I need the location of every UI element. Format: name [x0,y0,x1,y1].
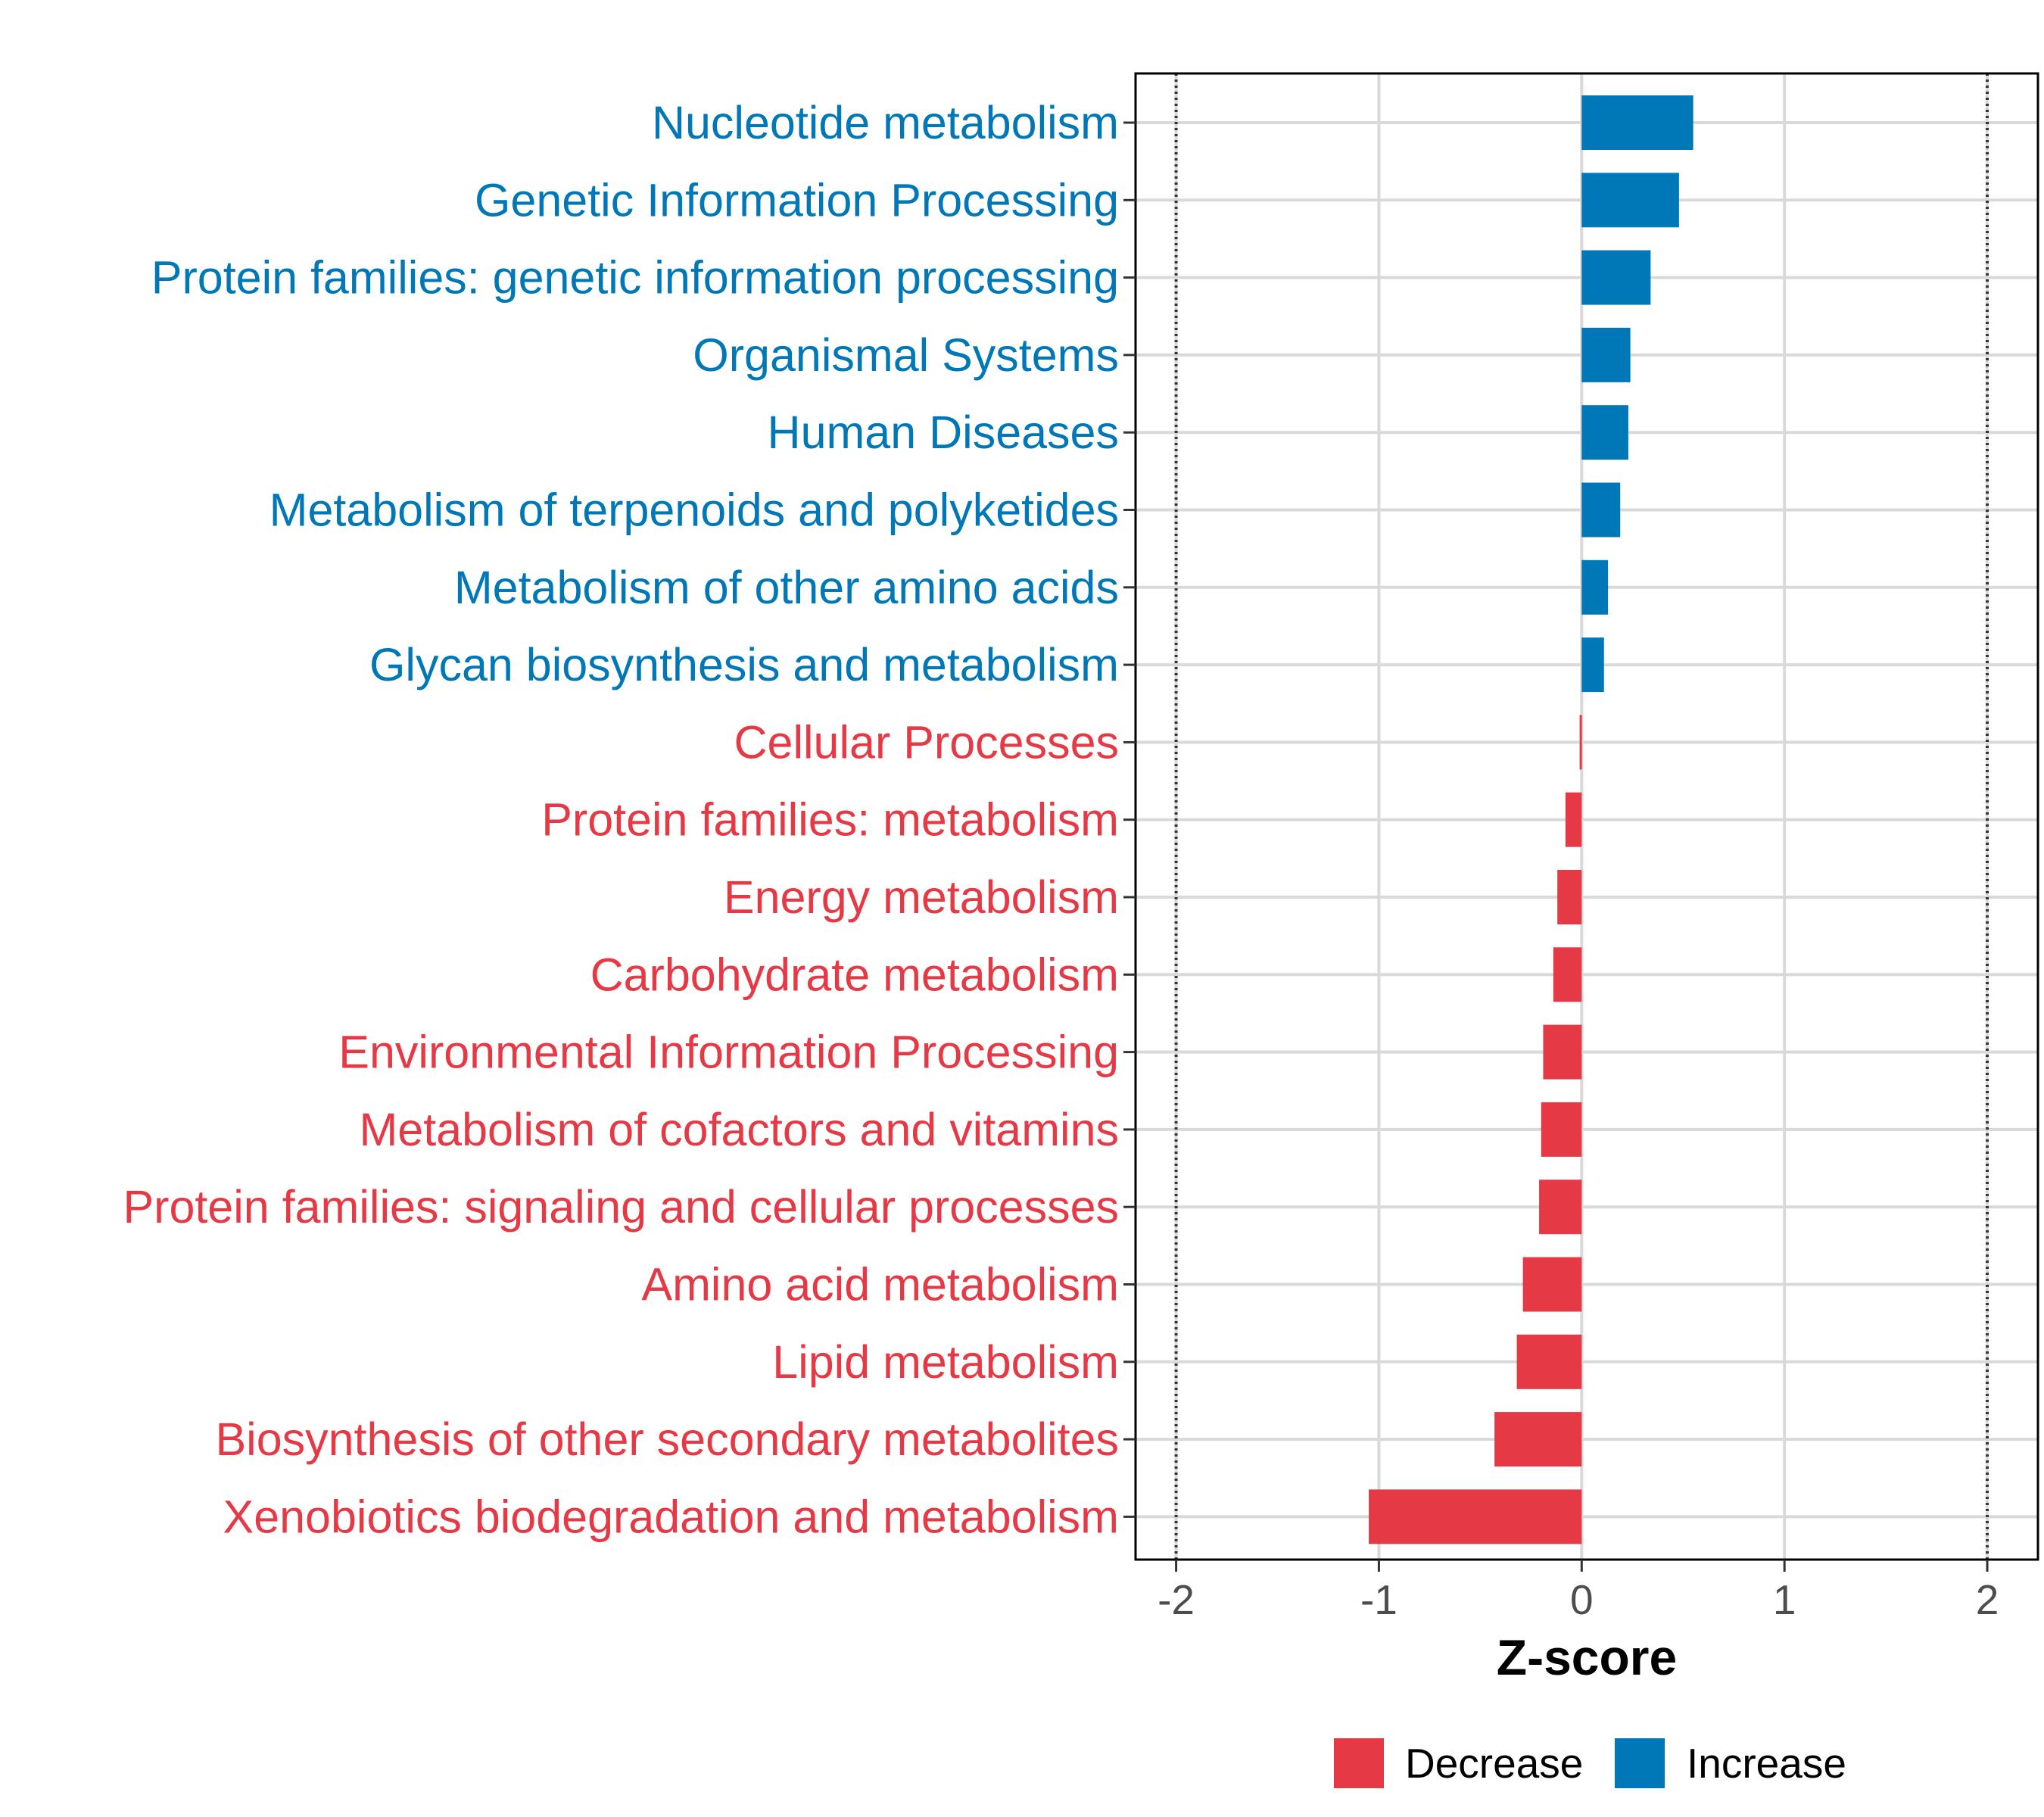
bar [1581,482,1621,538]
bar [1581,637,1604,693]
category-label: Protein families: genetic information pr… [151,252,1119,304]
bar [1581,95,1693,150]
category-label: Nucleotide metabolism [652,97,1119,148]
x-tick-label: 0 [1570,1576,1594,1623]
bar [1579,715,1582,770]
bar [1581,250,1651,305]
bar [1516,1334,1582,1389]
x-tick-label: 2 [1976,1576,1999,1623]
bar [1543,1024,1582,1080]
bar [1565,792,1582,847]
legend-label: Decrease [1405,1740,1583,1787]
category-label: Energy metabolism [724,871,1119,923]
category-label: Human Diseases [768,407,1119,458]
category-label: Organismal Systems [693,329,1119,381]
bar [1581,327,1631,382]
category-label: Cellular Processes [734,716,1119,768]
category-label: Protein families: metabolism [541,794,1119,846]
x-tick-label: 1 [1773,1576,1796,1623]
category-label: Xenobiotics biodegradation and metabolis… [223,1491,1119,1542]
category-label: Metabolism of cofactors and vitamins [359,1104,1119,1155]
bar [1581,559,1609,615]
category-label: Metabolism of other amino acids [454,562,1119,613]
plot-panel-border [1134,72,2039,1561]
x-tick-label: -1 [1360,1576,1397,1623]
x-axis-title: Z-score [1497,1629,1677,1685]
category-label: Biosynthesis of other secondary metaboli… [215,1413,1119,1465]
legend-swatch [1615,1738,1665,1788]
bar [1494,1412,1582,1467]
category-label: Carbohydrate metabolism [590,949,1119,1000]
bar [1581,405,1628,460]
category-label: Genetic Information Processing [475,174,1119,226]
bar [1539,1180,1582,1235]
x-tick-label: -2 [1158,1576,1195,1623]
bar [1522,1257,1582,1312]
category-label: Glycan biosynthesis and metabolism [369,639,1119,690]
bar [1553,947,1582,1002]
bar [1557,870,1582,924]
category-label: Lipid metabolism [772,1336,1119,1388]
category-label: Protein families: signaling and cellular… [123,1181,1119,1233]
category-label: Amino acid metabolism [641,1259,1119,1311]
bar [1541,1102,1582,1157]
category-label: Metabolism of terpenoids and polyketides [270,485,1119,536]
legend-label: Increase [1687,1740,1846,1787]
legend-swatch [1334,1738,1384,1788]
category-label: Environmental Information Processing [338,1027,1119,1078]
bar [1581,173,1679,228]
bar [1369,1489,1582,1544]
